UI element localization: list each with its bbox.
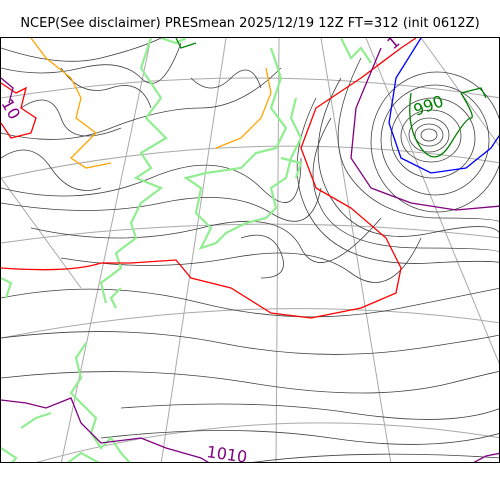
pressure-map: 990 1010 10 1 xyxy=(0,37,500,463)
map-title: NCEP(See disclaimer) PRESmean 2025/12/19… xyxy=(20,16,480,31)
isobar-purple-south xyxy=(1,397,209,462)
isobar-orange-east xyxy=(215,67,272,149)
contour-label-990: 990 xyxy=(411,91,446,119)
isobar-green-fragments xyxy=(175,38,487,99)
isobar-orange xyxy=(30,38,112,169)
isobar-blue xyxy=(388,38,499,174)
isobar-purple-se xyxy=(473,452,499,462)
isobar-purple-west xyxy=(1,77,14,104)
contour-label-top-partial: 1 xyxy=(383,38,403,53)
isobar-red xyxy=(1,38,417,319)
isobar-red-west xyxy=(1,82,37,139)
isobar-purple-east xyxy=(350,47,499,211)
coastlines xyxy=(1,38,372,462)
low-center-contours xyxy=(370,71,499,213)
map-canvas: 990 1010 10 1 xyxy=(1,38,499,463)
contour-label-west-partial: 10 xyxy=(1,96,24,123)
isobar-green xyxy=(409,92,473,158)
contour-label-1010: 1010 xyxy=(205,442,248,463)
